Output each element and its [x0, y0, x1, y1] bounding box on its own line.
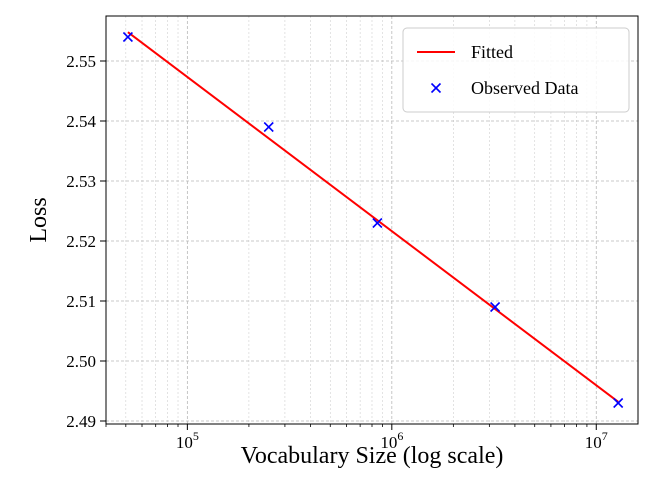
grid-layer — [105, 16, 638, 424]
legend-marker-swatch — [430, 82, 442, 94]
marker-stroke — [430, 82, 442, 94]
observed-data-point — [122, 31, 133, 43]
marker-stroke — [372, 217, 383, 229]
y-tick-label: 2.51 — [66, 292, 96, 311]
y-tick-label: 2.54 — [66, 112, 96, 131]
fitted-line — [127, 31, 619, 403]
marker-stroke — [263, 121, 274, 133]
x-tick-base: 10 — [176, 433, 193, 452]
x-tick-base: 10 — [380, 433, 397, 452]
observed-data-point — [263, 121, 274, 133]
x-tick-label: 105 — [176, 429, 199, 452]
x-tick-label: 106 — [380, 429, 403, 452]
y-tick-label: 2.49 — [66, 412, 96, 431]
observed-data-point — [613, 397, 624, 409]
x-tick-base: 10 — [585, 433, 602, 452]
y-tick-label: 2.50 — [66, 352, 96, 371]
legend-box — [402, 27, 630, 113]
x-tick-exponent: 6 — [397, 429, 403, 443]
y-axis-label: Loss — [26, 197, 52, 242]
x-axis-label: Vocabulary Size (log scale) — [241, 443, 504, 469]
x-tick-exponent: 5 — [193, 429, 199, 443]
x-tick-exponent: 7 — [602, 429, 608, 443]
y-tick-label: 2.55 — [66, 52, 96, 71]
x-tick-label: 107 — [585, 429, 608, 452]
y-tick-label: 2.52 — [66, 232, 96, 251]
marker-stroke — [490, 301, 501, 313]
observed-data-point — [490, 301, 501, 313]
legend-label: Observed Data — [471, 78, 578, 98]
marker-stroke — [122, 31, 133, 43]
legend-label: Fitted — [471, 42, 513, 62]
y-tick-label: 2.53 — [66, 172, 96, 191]
series-layer — [122, 31, 624, 409]
legend: Fitted Observed Data — [402, 27, 630, 113]
observed-data-point — [372, 217, 383, 229]
marker-stroke — [613, 397, 624, 409]
